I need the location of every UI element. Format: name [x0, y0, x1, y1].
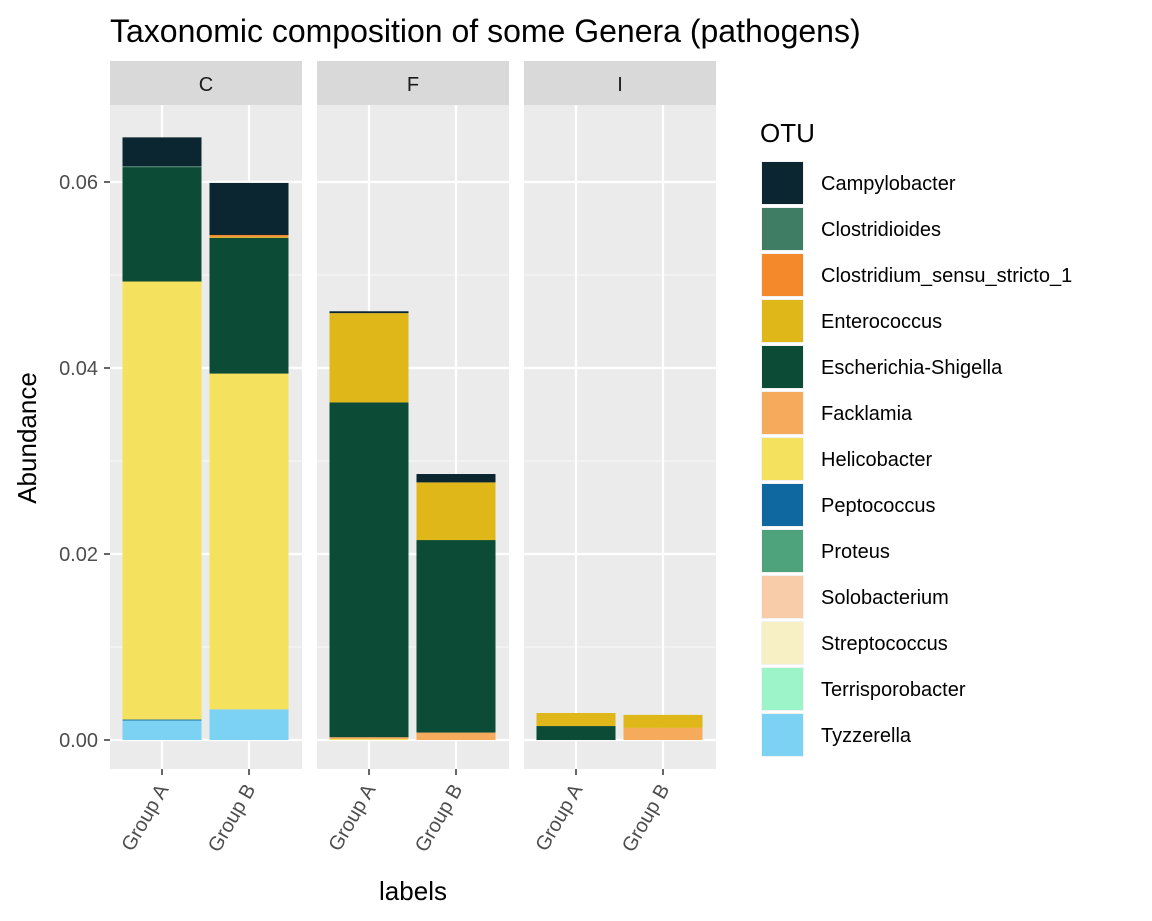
legend-label: Facklamia [821, 403, 913, 425]
legend-item-facklamia: Facklamia [761, 391, 913, 435]
legend-label: Escherichia-Shigella [821, 357, 1003, 379]
bar-segment-peptococcus [122, 719, 202, 721]
legend-label: Clostridium_sensu_stricto_1 [821, 265, 1072, 287]
facet-strip-label: C [199, 74, 213, 96]
legend-label: Streptococcus [821, 633, 948, 655]
legend-swatch [762, 622, 803, 664]
x-tick-label: Group A [118, 780, 174, 855]
bar-segment-helicobacter [122, 281, 202, 720]
legend-label: Campylobacter [821, 173, 956, 195]
legend-item-peptococcus: Peptococcus [761, 483, 936, 527]
bar-segment-enterococcus [209, 236, 289, 238]
bar-segment-enterococcus [416, 482, 496, 541]
legend-swatch [762, 162, 803, 204]
legend-item-solobacterium: Solobacterium [761, 575, 949, 619]
bar-segment-enterococcus [329, 313, 409, 403]
legend-item-clostridium-sensu-stricto-1: Clostridium_sensu_stricto_1 [761, 253, 1072, 297]
legend-item-enterococcus: Enterococcus [761, 299, 942, 343]
legend-swatch [762, 392, 803, 434]
bar-segment-escherichia-shigella [329, 402, 409, 738]
legend-label: Peptococcus [821, 495, 936, 517]
legend-swatch [762, 530, 803, 572]
bar-segment-campylobacter [329, 311, 409, 314]
bar-segment-facklamia [623, 727, 703, 740]
legend-swatch [762, 208, 803, 250]
x-tick-label: Group B [411, 781, 467, 857]
legend-swatch [762, 346, 803, 388]
facet-panel-f: F Group A Group B [317, 61, 509, 856]
legend-swatch [762, 576, 803, 618]
y-axis-title: Abundance [12, 372, 42, 504]
legend-item-streptococcus: Streptococcus [761, 621, 948, 665]
legend-swatch [762, 484, 803, 526]
bar-segment-helicobacter [209, 373, 289, 710]
legend-item-helicobacter: Helicobacter [761, 437, 933, 481]
facet-panel-i: I Group A Group B [524, 61, 716, 856]
facet-strip [524, 61, 716, 105]
legend-label: Helicobacter [821, 449, 933, 471]
bar-segment-campylobacter [416, 474, 496, 483]
legend-swatch [762, 438, 803, 480]
bar-segment-helicobacter [329, 739, 409, 740]
legend-item-clostridioides: Clostridioides [761, 207, 941, 251]
bar-segment-enterococcus [623, 714, 703, 728]
bar-segment-enterococcus [536, 713, 616, 727]
facet-strip-label: I [617, 74, 623, 96]
legend-item-campylobacter: Campylobacter [761, 161, 956, 205]
bar-segment-escherichia-shigella [416, 540, 496, 733]
legend-title: OTU [760, 118, 815, 148]
x-tick-label: Group A [325, 780, 381, 855]
bar-segment-tyzzerella [209, 709, 289, 740]
legend-label: Tyzzerella [821, 725, 912, 747]
legend-swatch [762, 254, 803, 296]
x-tick-label: Group A [532, 780, 588, 855]
facet-panel-c: C Group A Group B [110, 61, 302, 856]
legend-item-tyzzerella: Tyzzerella [761, 713, 912, 757]
bar-segment-campylobacter [122, 137, 202, 167]
y-tick-label: 0.04 [59, 358, 98, 380]
facet-strip [317, 61, 509, 105]
legend-item-terrisporobacter: Terrisporobacter [761, 667, 966, 711]
x-axis-title: labels [379, 876, 447, 906]
facet-strip-label: F [407, 74, 419, 96]
bar-segment-facklamia [329, 737, 409, 740]
chart-title: Taxonomic composition of some Genera (pa… [110, 13, 861, 49]
x-tick-label: Group B [204, 781, 260, 857]
y-tick-label: 0.00 [59, 730, 98, 752]
legend-label: Proteus [821, 541, 890, 563]
y-axis: 0.00 0.02 0.04 0.06 [59, 172, 110, 752]
legend-label: Clostridioides [821, 219, 941, 241]
legend-item-proteus: Proteus [761, 529, 890, 573]
bar-segment-clostridioides [122, 166, 202, 168]
legend-swatch [762, 668, 803, 710]
legend-label: Enterococcus [821, 311, 942, 333]
bar-segment-escherichia-shigella [122, 167, 202, 282]
y-tick-label: 0.02 [59, 544, 98, 566]
legend-swatch [762, 714, 803, 756]
panel-background [524, 105, 716, 769]
legend-label: Solobacterium [821, 587, 949, 609]
bar-segment-escherichia-shigella [209, 237, 289, 374]
legend-item-escherichia-shigella: Escherichia-Shigella [761, 345, 1003, 389]
legend-label: Terrisporobacter [821, 679, 966, 701]
facet-panels: C Group A Group B F Group A Group B I Group A Gr… [110, 61, 716, 856]
x-tick-label: Group B [618, 781, 674, 857]
y-tick-label: 0.06 [59, 172, 98, 194]
legend-swatch [762, 300, 803, 342]
bar-segment-tyzzerella [122, 720, 202, 740]
facet-strip [110, 61, 302, 105]
bar-segment-campylobacter [209, 182, 289, 236]
bar-segment-clostridium-sensu-stricto-1 [209, 235, 289, 237]
bar-segment-escherichia-shigella [536, 726, 616, 740]
bar-segment-facklamia [416, 732, 496, 740]
legend: OTU Campylobacter Clostridioides Clostridi… [760, 118, 1072, 757]
